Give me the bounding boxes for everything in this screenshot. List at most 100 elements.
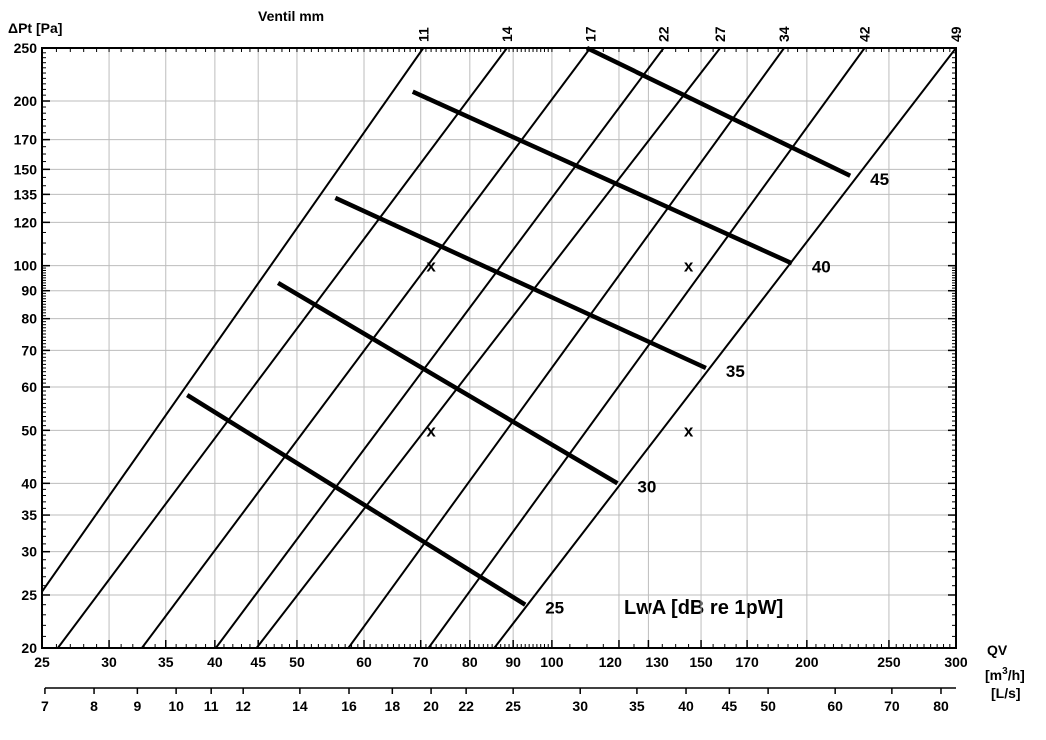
- x-tick-label-130: 130: [645, 654, 669, 670]
- x-tick-label-30: 30: [101, 654, 117, 670]
- series-line-17: [141, 48, 592, 648]
- ls-tick-label-11: 11: [204, 698, 219, 714]
- ls-tick-label-7: 7: [41, 698, 49, 714]
- sound-level-lines: [186, 45, 852, 607]
- ls-tick-label-20: 20: [423, 698, 439, 714]
- sound-line-label-30: 30: [637, 477, 656, 496]
- sound-line-label-40: 40: [812, 257, 831, 276]
- series-line-34: [347, 48, 785, 648]
- x-tick-label-25: 25: [34, 654, 50, 670]
- sound-line-30: [276, 280, 619, 486]
- x-tick-label-40: 40: [207, 654, 223, 670]
- series-label-34: 34: [776, 26, 792, 42]
- x-axis-units-ls: [L/s]: [991, 685, 1021, 701]
- series-line-11: [42, 48, 425, 594]
- series-line-14: [57, 48, 508, 648]
- y-tick-label-150: 150: [14, 161, 38, 177]
- marker-x-0: x: [426, 257, 436, 276]
- series-label-11: 11: [415, 27, 431, 42]
- x-tick-label-150: 150: [689, 654, 713, 670]
- series-line-42: [427, 48, 866, 648]
- marker-x-3: x: [684, 421, 694, 440]
- ls-tick-label-22: 22: [458, 698, 474, 714]
- x-axis-title: QV: [987, 642, 1008, 658]
- series-label-14: 14: [499, 26, 515, 42]
- axis-ticks: [41, 47, 957, 694]
- plot-frame: [41, 47, 957, 649]
- series-line-49: [493, 48, 956, 648]
- y-tick-label-80: 80: [21, 311, 37, 327]
- y-tick-label-170: 170: [14, 132, 38, 148]
- ls-tick-label-40: 40: [678, 698, 694, 714]
- y-tick-label-30: 30: [21, 544, 37, 560]
- sound-line-35: [334, 195, 707, 371]
- sound-line-label-25: 25: [545, 599, 564, 618]
- y-tick-label-90: 90: [21, 283, 37, 299]
- ls-tick-label-60: 60: [827, 698, 843, 714]
- x-tick-label-170: 170: [735, 654, 759, 670]
- ls-tick-label-50: 50: [760, 698, 776, 714]
- ls-tick-label-8: 8: [90, 698, 98, 714]
- series-label-49: 49: [948, 26, 964, 42]
- series-label-27: 27: [712, 26, 728, 42]
- y-tick-label-135: 135: [14, 186, 38, 202]
- ls-tick-label-9: 9: [133, 698, 141, 714]
- x-tick-label-100: 100: [540, 654, 564, 670]
- ls-tick-label-14: 14: [292, 698, 308, 714]
- marker-x-2: x: [426, 421, 436, 440]
- plot-border: [41, 47, 957, 649]
- y-tick-label-250: 250: [14, 40, 38, 56]
- ls-tick-label-30: 30: [572, 698, 588, 714]
- ls-tick-label-45: 45: [722, 698, 738, 714]
- x-tick-label-60: 60: [356, 654, 372, 670]
- y-axis-title: ΔPt [Pa]: [8, 20, 62, 36]
- x-axis-unit-exponent: 3: [1002, 666, 1008, 677]
- x-tick-label-45: 45: [250, 654, 266, 670]
- ls-tick-label-18: 18: [385, 698, 401, 714]
- x-tick-label-90: 90: [505, 654, 521, 670]
- series-label-22: 22: [656, 26, 672, 42]
- y-tick-label-70: 70: [21, 342, 37, 358]
- y-tick-label-200: 200: [14, 93, 38, 109]
- marker-x-1: x: [684, 257, 694, 276]
- x-axis-units-m3h: [m3/h]: [985, 666, 1025, 683]
- series-line-27: [255, 48, 721, 648]
- ls-tick-label-80: 80: [933, 698, 949, 714]
- series-label-17: 17: [582, 26, 598, 42]
- sound-line-40: [411, 89, 793, 266]
- x-axis-unit-h: /h]: [1008, 667, 1025, 683]
- markers: x x x x: [426, 257, 693, 441]
- y-tick-label-20: 20: [21, 640, 37, 656]
- damper-series-lines: [42, 48, 956, 648]
- tick-labels: 11 14 17 22 27 34 42 49 25 30 35 40 45 25 30 35 40 45 50 60…: [14, 26, 968, 714]
- sound-line-25: [186, 393, 527, 607]
- y-tick-label-50: 50: [21, 422, 37, 438]
- x-tick-label-35: 35: [158, 654, 174, 670]
- x-tick-label-50: 50: [289, 654, 305, 670]
- y-tick-label-40: 40: [21, 475, 37, 491]
- x-tick-label-70: 70: [413, 654, 429, 670]
- ls-tick-label-10: 10: [168, 698, 184, 714]
- x-tick-label-300: 300: [944, 654, 968, 670]
- y-tick-label-35: 35: [21, 507, 37, 523]
- x-tick-label-120: 120: [599, 654, 623, 670]
- x-tick-label-80: 80: [462, 654, 478, 670]
- y-tick-label-60: 60: [21, 379, 37, 395]
- ls-tick-label-12: 12: [235, 698, 251, 714]
- y-tick-label-120: 120: [14, 214, 38, 230]
- sound-line-label-35: 35: [726, 362, 745, 381]
- ls-tick-label-25: 25: [505, 698, 521, 714]
- lwa-annotation-title: LwA [dB re 1pW]: [624, 597, 783, 619]
- series-line-22: [214, 48, 665, 648]
- sound-line-45: [585, 45, 852, 178]
- y-tick-label-25: 25: [21, 587, 37, 603]
- x-tick-label-250: 250: [877, 654, 901, 670]
- x-tick-label-200: 200: [795, 654, 819, 670]
- y-tick-label-100: 100: [14, 258, 38, 274]
- grid-lines: [41, 47, 957, 649]
- ls-tick-label-70: 70: [884, 698, 900, 714]
- sound-line-label-45: 45: [870, 170, 889, 189]
- x-axis-unit-m: [m: [985, 667, 1002, 683]
- ls-tick-label-35: 35: [629, 698, 645, 714]
